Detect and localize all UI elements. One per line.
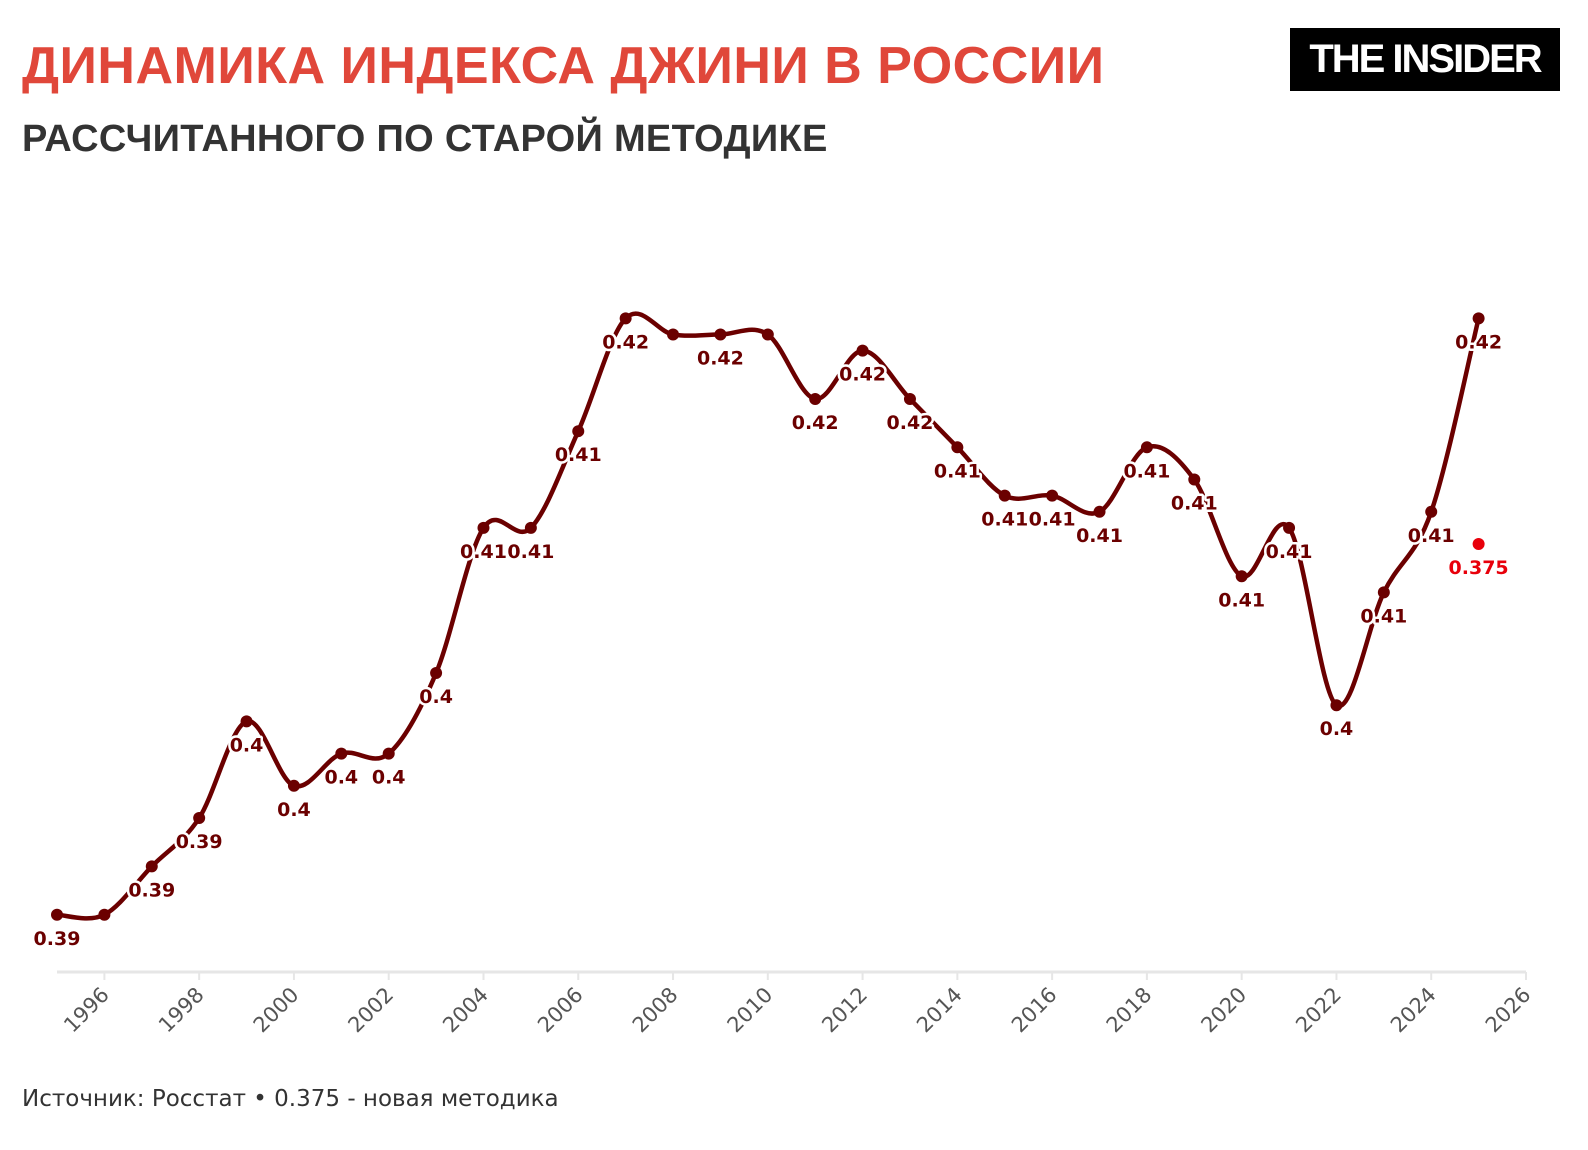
x-tick-label: 2012 (817, 983, 872, 1038)
data-point (1140, 441, 1153, 454)
data-label: 0.41 (1123, 460, 1170, 482)
data-label: 0.41 (507, 541, 554, 563)
x-tick-label: 2016 (1007, 983, 1062, 1038)
data-label: 0.42 (1455, 331, 1502, 353)
data-label: 0.41 (555, 444, 602, 466)
data-point (903, 392, 916, 405)
x-tick-label: 2020 (1196, 983, 1251, 1038)
x-tick-label: 2022 (1291, 983, 1346, 1038)
data-point (287, 779, 300, 792)
data-point (619, 312, 632, 325)
chart-title: ДИНАМИКА ИНДЕКСА ДЖИНИ В РОССИИ (22, 37, 1105, 95)
new-method-label: 0.375 (1449, 557, 1509, 579)
data-label: 0.4 (277, 799, 311, 821)
x-tick-label: 2002 (343, 983, 398, 1038)
x-tick-label: 2024 (1386, 983, 1441, 1038)
data-label: 0.41 (934, 460, 981, 482)
data-label: 0.39 (34, 928, 81, 950)
x-tick-label: 1998 (154, 983, 209, 1038)
data-label: 0.41 (981, 509, 1028, 531)
data-label: 0.42 (839, 364, 886, 386)
data-label: 0.4 (419, 686, 453, 708)
data-label: 0.39 (176, 831, 223, 853)
data-label: 0.41 (1408, 525, 1455, 547)
new-method-point (1472, 538, 1485, 551)
data-point (572, 425, 585, 438)
x-tick-label: 2026 (1481, 983, 1536, 1038)
data-point (51, 908, 63, 921)
data-point (524, 521, 537, 534)
data-point (1188, 473, 1201, 486)
data-point (430, 666, 443, 679)
data-point (145, 860, 158, 873)
data-label: 0.41 (1218, 589, 1265, 611)
data-label: 0.42 (697, 347, 744, 369)
data-point (477, 521, 490, 534)
x-tick-label: 1996 (59, 983, 114, 1038)
data-label: 0.42 (602, 331, 649, 353)
x-tick-label: 2006 (533, 983, 588, 1038)
data-label: 0.41 (1076, 525, 1123, 547)
data-point (761, 328, 774, 341)
data-label: 0.42 (792, 412, 839, 434)
line-chart: 1996 1998 2000 2002 2004 2006 2008 2010 2012 2014… (33, 311, 1536, 1038)
data-point (98, 908, 111, 921)
data-point (667, 328, 680, 341)
data-point (1377, 586, 1390, 599)
x-tick-label: 2004 (438, 983, 493, 1038)
data-point (856, 344, 869, 357)
data-point (335, 747, 348, 760)
data-point (1425, 505, 1438, 518)
data-label: 0.41 (1171, 493, 1218, 515)
data-point (998, 489, 1011, 502)
x-tick-label: 2014 (912, 983, 967, 1038)
source-note: Источник: Росстат • 0.375 - новая методи… (22, 1086, 559, 1112)
x-tick-label: 2010 (723, 983, 778, 1038)
data-label: 0.4 (230, 734, 264, 756)
data-label: 0.41 (1029, 509, 1076, 531)
data-label: 0.4 (372, 767, 406, 789)
x-tick-label: 2000 (249, 983, 304, 1038)
data-label: 0.39 (128, 879, 175, 901)
data-point (1283, 521, 1296, 534)
data-point (240, 715, 253, 728)
data-point (382, 747, 395, 760)
x-tick-label: 2008 (628, 983, 683, 1038)
data-point (1093, 505, 1106, 518)
data-point (714, 328, 727, 341)
data-label: 0.4 (324, 767, 358, 789)
data-label: 0.41 (1360, 605, 1407, 627)
data-point (1046, 489, 1059, 502)
data-point (809, 392, 822, 405)
data-point (193, 812, 206, 825)
data-point (1472, 312, 1485, 325)
data-label: 0.42 (887, 412, 934, 434)
data-point (1330, 699, 1343, 712)
data-label: 0.4 (1320, 718, 1354, 740)
x-tick-label: 2018 (1102, 983, 1157, 1038)
series-line (54, 311, 1481, 921)
data-point (951, 441, 964, 454)
data-label: 0.41 (1266, 541, 1313, 563)
data-point (1235, 570, 1248, 583)
chart-subtitle: РАССЧИТАННОГО ПО СТАРОЙ МЕТОДИКЕ (22, 118, 828, 160)
data-label: 0.41 (460, 541, 507, 563)
the-insider-logo: THE INSIDER (1290, 28, 1560, 91)
